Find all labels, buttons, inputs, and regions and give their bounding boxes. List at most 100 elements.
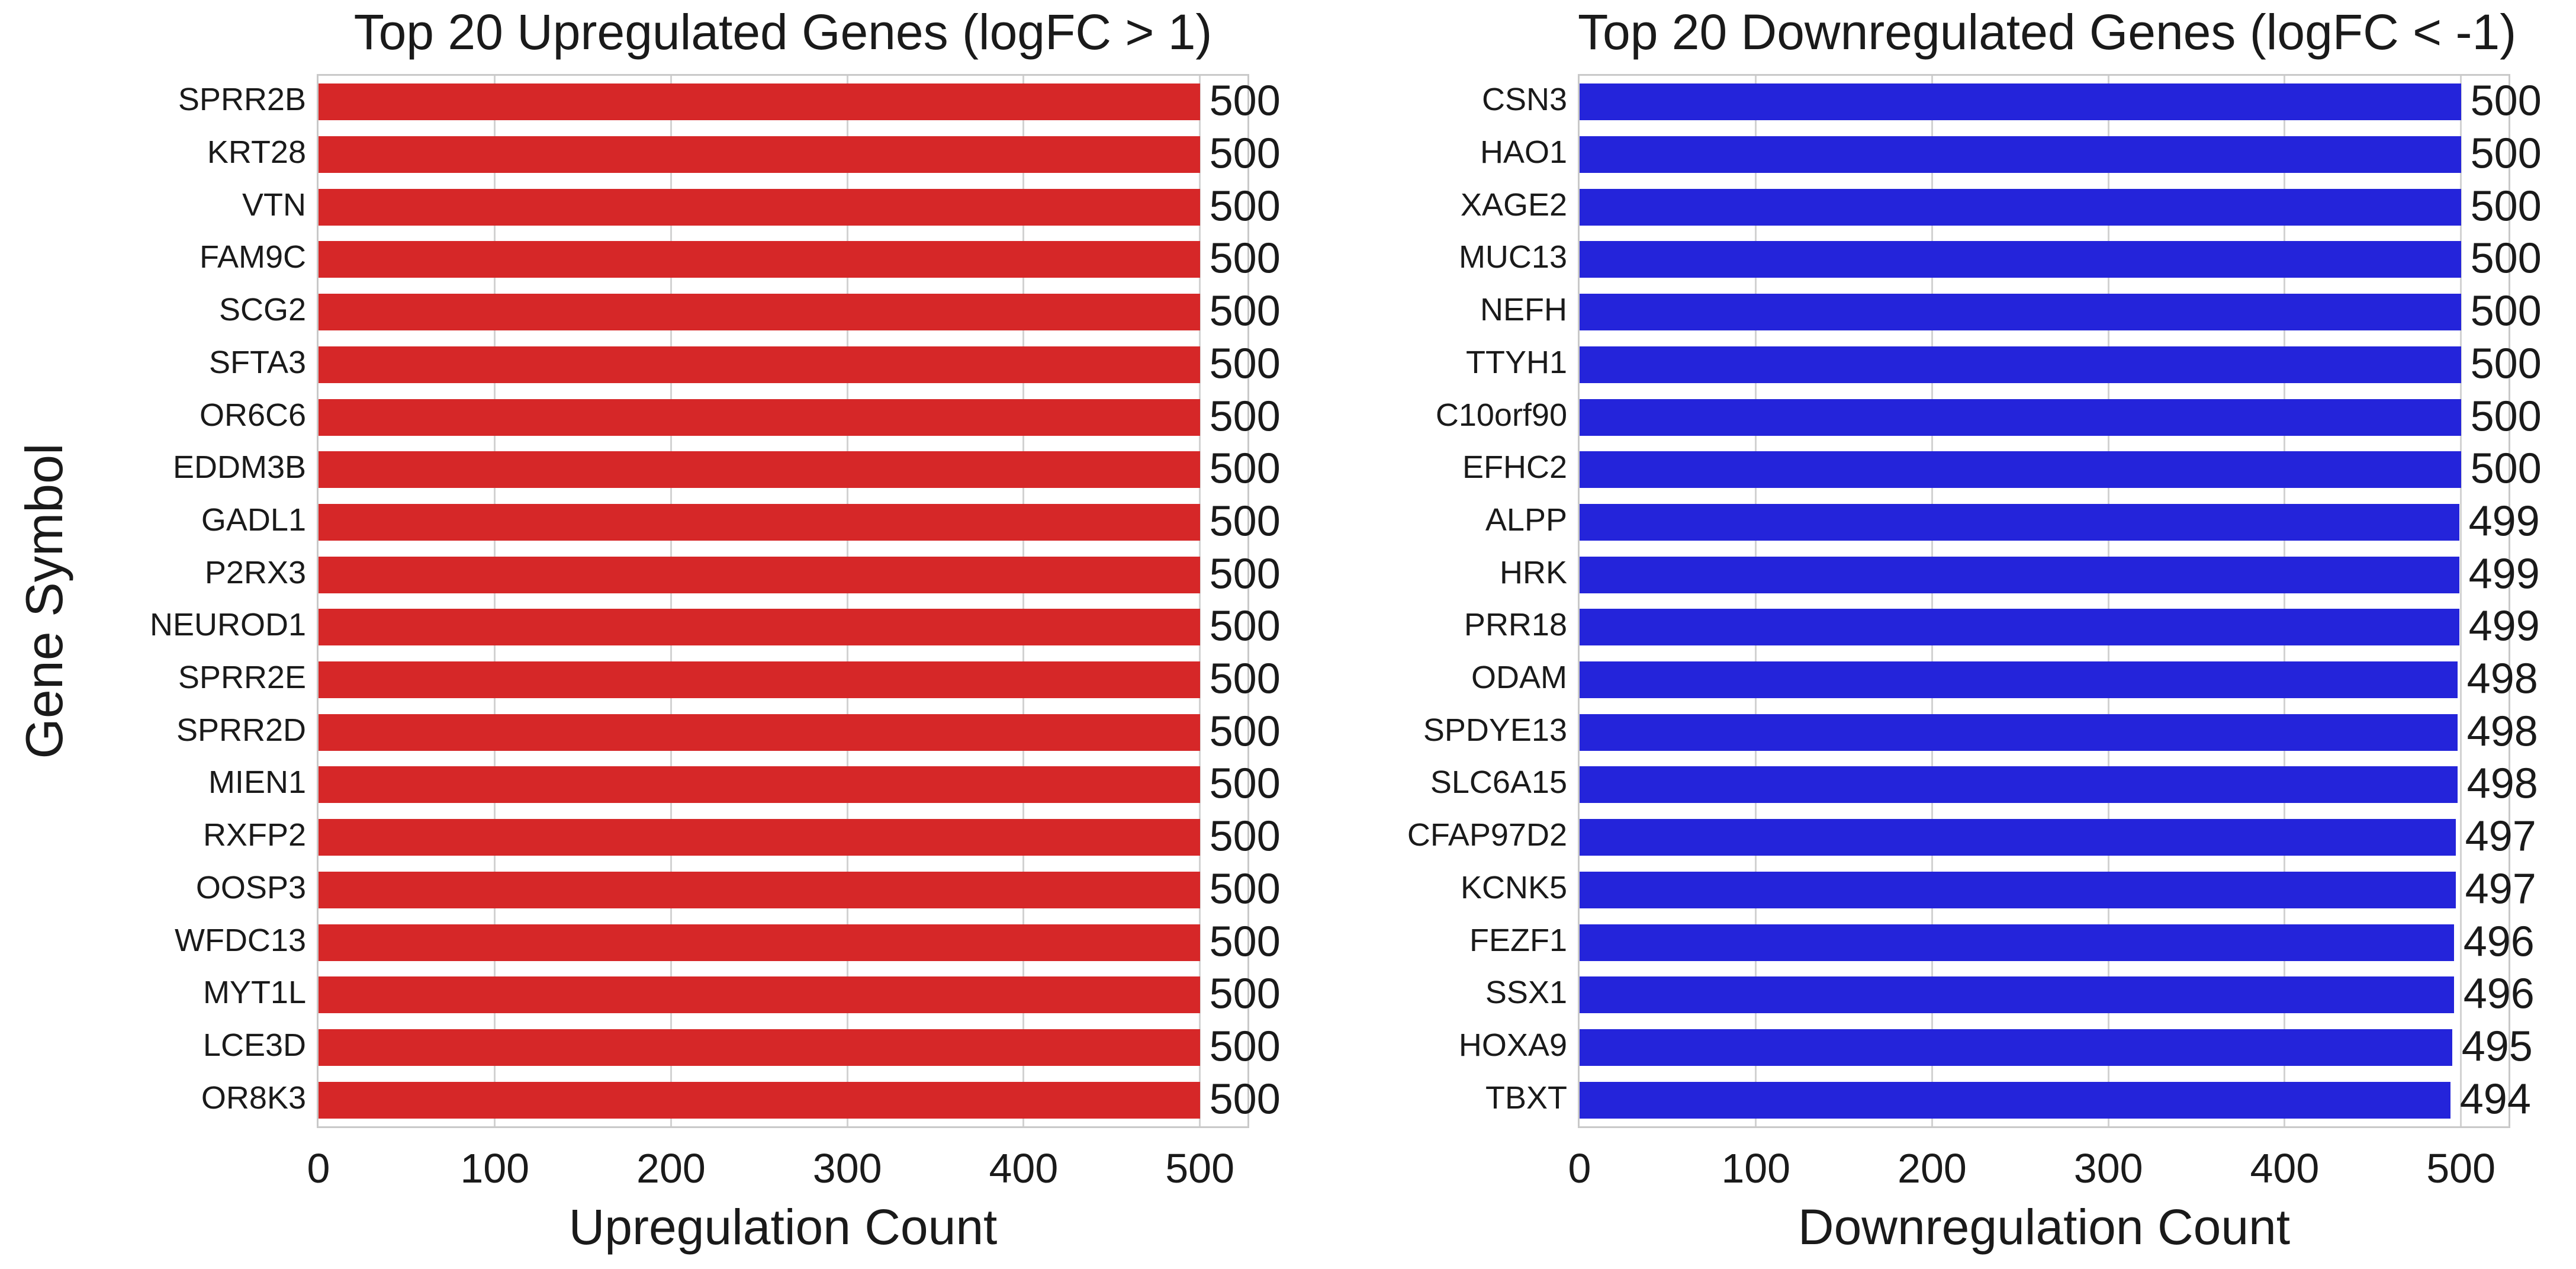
x-tick-label: 100 [1721, 1145, 1791, 1191]
x-tick-label: 400 [2250, 1145, 2320, 1191]
bar [319, 294, 1200, 331]
bar-value-label: 500 [2470, 287, 2542, 335]
gene-tick-label: NEFH [1480, 292, 1567, 328]
bar [319, 136, 1200, 174]
bar-value-label: 500 [1209, 655, 1281, 703]
bar-value-label: 500 [2470, 393, 2542, 441]
bar [1580, 556, 2459, 593]
bar [1580, 346, 2461, 383]
gene-tick-label: OR6C6 [199, 397, 306, 433]
bar-value-label: 500 [1209, 77, 1281, 125]
gene-tick-label: EDDM3B [172, 449, 306, 486]
gridline [494, 76, 496, 1126]
gene-tick-label: GADL1 [201, 502, 306, 538]
bar-value-label: 499 [2468, 497, 2540, 545]
bar-value-label: 500 [1209, 234, 1281, 282]
bar-value-label: 500 [2470, 234, 2542, 282]
bar-value-label: 500 [1209, 445, 1281, 493]
gridline [1755, 76, 1757, 1126]
gene-tick-label: NEUROD1 [149, 607, 306, 643]
bar [319, 346, 1200, 383]
bar-value-label: 496 [2463, 970, 2535, 1018]
gene-tick-label: SSX1 [1485, 975, 1567, 1011]
bar [319, 661, 1200, 699]
bar [319, 714, 1200, 751]
bar [1580, 83, 2461, 121]
gene-tick-label: PRR18 [1464, 607, 1567, 643]
bar-value-label: 498 [2466, 760, 2538, 808]
downregulated-x-axis-label: Downregulation Count [1797, 1199, 2291, 1255]
gene-tick-label: HOXA9 [1458, 1027, 1567, 1063]
bar-value-label: 500 [1209, 130, 1281, 178]
gene-tick-label: TBXT [1485, 1080, 1567, 1116]
bar-value-label: 500 [1209, 287, 1281, 335]
bar-value-label: 500 [2470, 182, 2542, 230]
gene-tick-label: MYT1L [202, 975, 306, 1011]
bar [1580, 819, 2456, 856]
gene-tick-label: HAO1 [1480, 134, 1567, 170]
bar-value-label: 500 [1209, 970, 1281, 1018]
gene-tick-label: EFHC2 [1462, 449, 1567, 486]
upregulated-axes: 500 500 500 500 500 500 500 500 500 500 500 500 500 5… [317, 74, 1281, 1128]
downregulated-axes: 500 500 500 500 500 500 500 500 499 499 499 498 498 4… [1578, 74, 2542, 1128]
bar-value-label: 497 [2465, 865, 2536, 913]
x-tick-label: 400 [989, 1145, 1059, 1191]
bar [1580, 451, 2461, 489]
gene-tick-label: MIEN1 [208, 764, 306, 801]
gene-tick-label: KCNK5 [1460, 869, 1567, 905]
bar-value-label: 500 [1209, 1023, 1281, 1071]
gene-tick-label: XAGE2 [1460, 187, 1567, 223]
bar-value-label: 500 [2470, 130, 2542, 178]
bar-value-label: 500 [1209, 1075, 1281, 1123]
bar-value-label: 500 [1209, 708, 1281, 756]
bar [1580, 294, 2461, 331]
gridline [2107, 76, 2109, 1126]
gene-tick-label: SFTA3 [208, 344, 306, 380]
bar [319, 976, 1200, 1014]
bar-value-label: 500 [1209, 182, 1281, 230]
bar [1580, 399, 2461, 436]
x-tick-label: 500 [2426, 1145, 2496, 1191]
x-tick-label: 200 [1898, 1145, 1967, 1191]
gene-tick-label: VTN [242, 187, 306, 223]
gene-tick-label: ODAM [1471, 659, 1567, 695]
bar-value-label: 500 [1209, 918, 1281, 966]
bar-value-label: 495 [2461, 1023, 2533, 1071]
bar [319, 871, 1200, 908]
gene-tick-label: LCE3D [202, 1027, 306, 1063]
x-tick-label: 0 [307, 1145, 330, 1191]
bar-value-label: 500 [2470, 340, 2542, 388]
bar-value-label: 497 [2465, 812, 2536, 860]
bar [1580, 188, 2461, 226]
bar-value-label: 498 [2466, 708, 2538, 756]
bar [1580, 976, 2454, 1014]
bar [319, 83, 1200, 121]
x-tick-label: 200 [636, 1145, 706, 1191]
upregulated-x-axis-label: Upregulation Count [568, 1199, 998, 1255]
bar [1580, 1029, 2452, 1066]
downregulated-chart-title: Top 20 Downregulated Genes (logFC < -1) [1578, 4, 2517, 60]
bar-value-label: 499 [2468, 602, 2540, 650]
gene-tick-label: SPRR2B [178, 82, 306, 118]
x-tick-label: 500 [1165, 1145, 1235, 1191]
bar-value-label: 500 [1209, 865, 1281, 913]
bar-value-label: 500 [1209, 812, 1281, 860]
x-tick-label: 300 [2073, 1145, 2143, 1191]
bar [319, 188, 1200, 226]
bar [319, 1081, 1200, 1119]
bar [319, 1029, 1200, 1066]
gridline [846, 76, 848, 1126]
bar-value-label: 500 [1209, 340, 1281, 388]
bar-value-label: 500 [2470, 445, 2542, 493]
bar [1580, 871, 2456, 908]
gene-tick-label: ALPP [1485, 502, 1567, 538]
x-tick-label: 300 [812, 1145, 882, 1191]
bar [319, 241, 1200, 278]
gene-tick-label: RXFP2 [202, 817, 306, 853]
gene-tick-label: SPDYE13 [1423, 712, 1567, 748]
gene-tick-label: CSN3 [1481, 82, 1567, 118]
bar [319, 451, 1200, 489]
gridline [2284, 76, 2286, 1126]
bar [319, 556, 1200, 593]
